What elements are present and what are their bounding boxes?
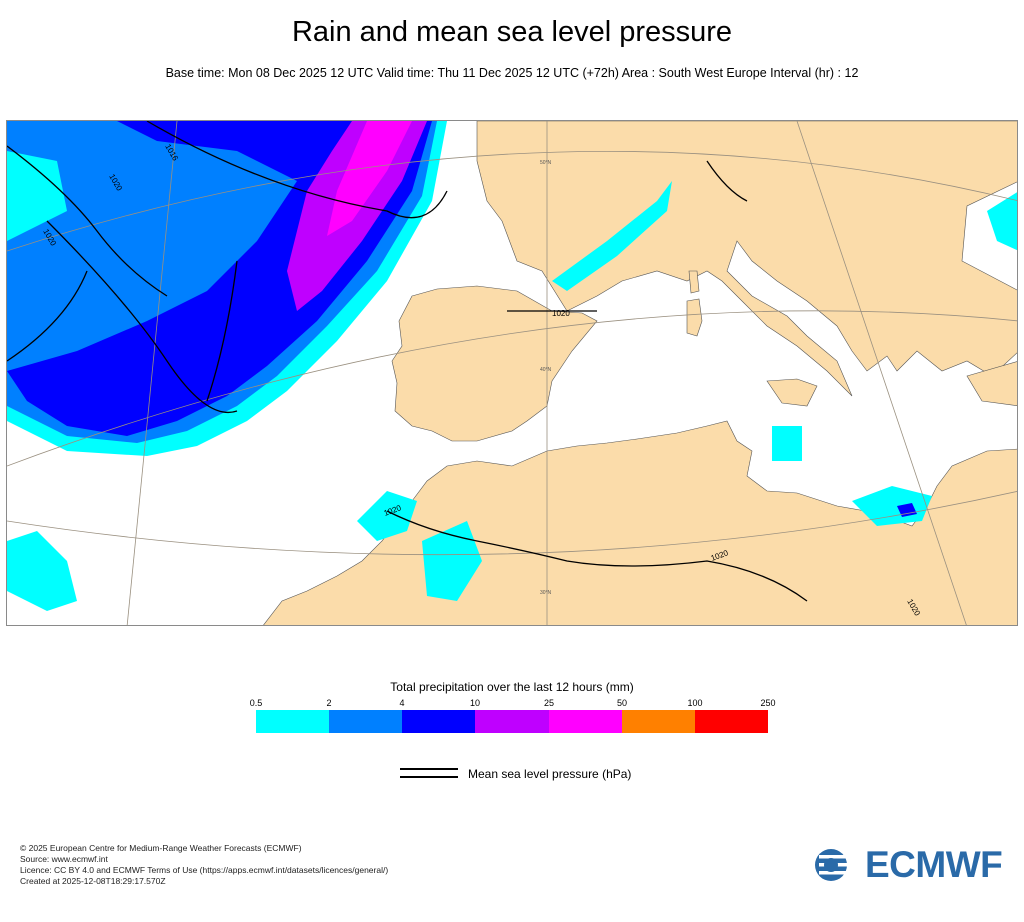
precip-alps xyxy=(552,181,672,291)
isobars xyxy=(7,121,808,602)
colorbar-segment xyxy=(694,710,768,733)
ecmwf-logo-icon xyxy=(815,849,859,881)
ecmwf-logo[interactable]: ECMWF xyxy=(813,844,1008,885)
isobar-label: 1020 xyxy=(552,309,570,318)
chart-subtitle: Base time: Mon 08 Dec 2025 12 UTC Valid … xyxy=(165,66,859,80)
precip-intense xyxy=(327,121,412,236)
precip-morocco xyxy=(357,491,417,541)
legend-tick: 100 xyxy=(687,698,703,708)
colorbar-segment xyxy=(475,710,549,733)
land-turkey xyxy=(966,361,1017,407)
precip-libya xyxy=(852,486,932,526)
colorbar-segment xyxy=(548,710,622,733)
legend-tick: 250 xyxy=(760,698,776,708)
land-iberia xyxy=(391,285,598,442)
legend-tick: 25 xyxy=(543,698,555,708)
legend-tick: 0.5 xyxy=(249,698,263,708)
precip-atlas xyxy=(422,521,482,601)
logo-text: ECMWF xyxy=(865,844,1003,885)
chart-title: Rain and mean sea level pressure xyxy=(291,16,733,48)
pressure-legend-label: Mean sea level pressure (hPa) xyxy=(468,767,632,781)
latitude-label: 50°N xyxy=(540,160,552,166)
legend-title: Total precipitation over the last 12 hou… xyxy=(390,680,634,694)
colorbar-segment xyxy=(256,710,330,733)
precipitation-colorbar xyxy=(256,710,768,733)
created-line: Created at 2025-12-08T18:29:17.570Z xyxy=(20,876,166,886)
latitude-label: 30°N xyxy=(540,590,552,596)
colorbar-segment xyxy=(402,710,476,733)
land-sicily xyxy=(766,378,818,407)
precip-canaries xyxy=(7,531,77,611)
pressure-line-swatch xyxy=(400,768,458,778)
legend-tick: 2 xyxy=(326,698,332,708)
colorbar-segment xyxy=(329,710,403,733)
land-sardinia xyxy=(686,298,703,337)
legend-tick: 4 xyxy=(399,698,405,708)
land-corsica xyxy=(688,270,700,294)
legend-tick: 50 xyxy=(616,698,628,708)
precip-balkan xyxy=(987,192,1017,251)
precip-libya-core xyxy=(897,503,917,517)
precip-very-heavy xyxy=(287,121,427,311)
precip-layer xyxy=(7,121,1017,611)
licence-line: Licence: CC BY 4.0 and ECMWF Terms of Us… xyxy=(20,865,389,875)
weather-map[interactable]: 1016 1020 1020 1020 1020 1020 1020 50°N … xyxy=(6,120,1018,626)
colorbar-segment xyxy=(621,710,695,733)
graticule xyxy=(7,121,1017,625)
precip-sicily xyxy=(772,426,802,461)
credits: © 2025 European Centre for Medium-Range … xyxy=(20,843,388,887)
copyright-line: © 2025 European Centre for Medium-Range … xyxy=(20,843,302,853)
graticule-labels: 50°N 40°N 30°N xyxy=(540,160,552,596)
source-line: Source: www.ecmwf.int xyxy=(20,854,108,864)
latitude-label: 40°N xyxy=(540,367,552,373)
legend-ticks: 0.5 2 4 10 25 50 100 250 xyxy=(250,698,776,710)
legend-tick: 10 xyxy=(469,698,481,708)
